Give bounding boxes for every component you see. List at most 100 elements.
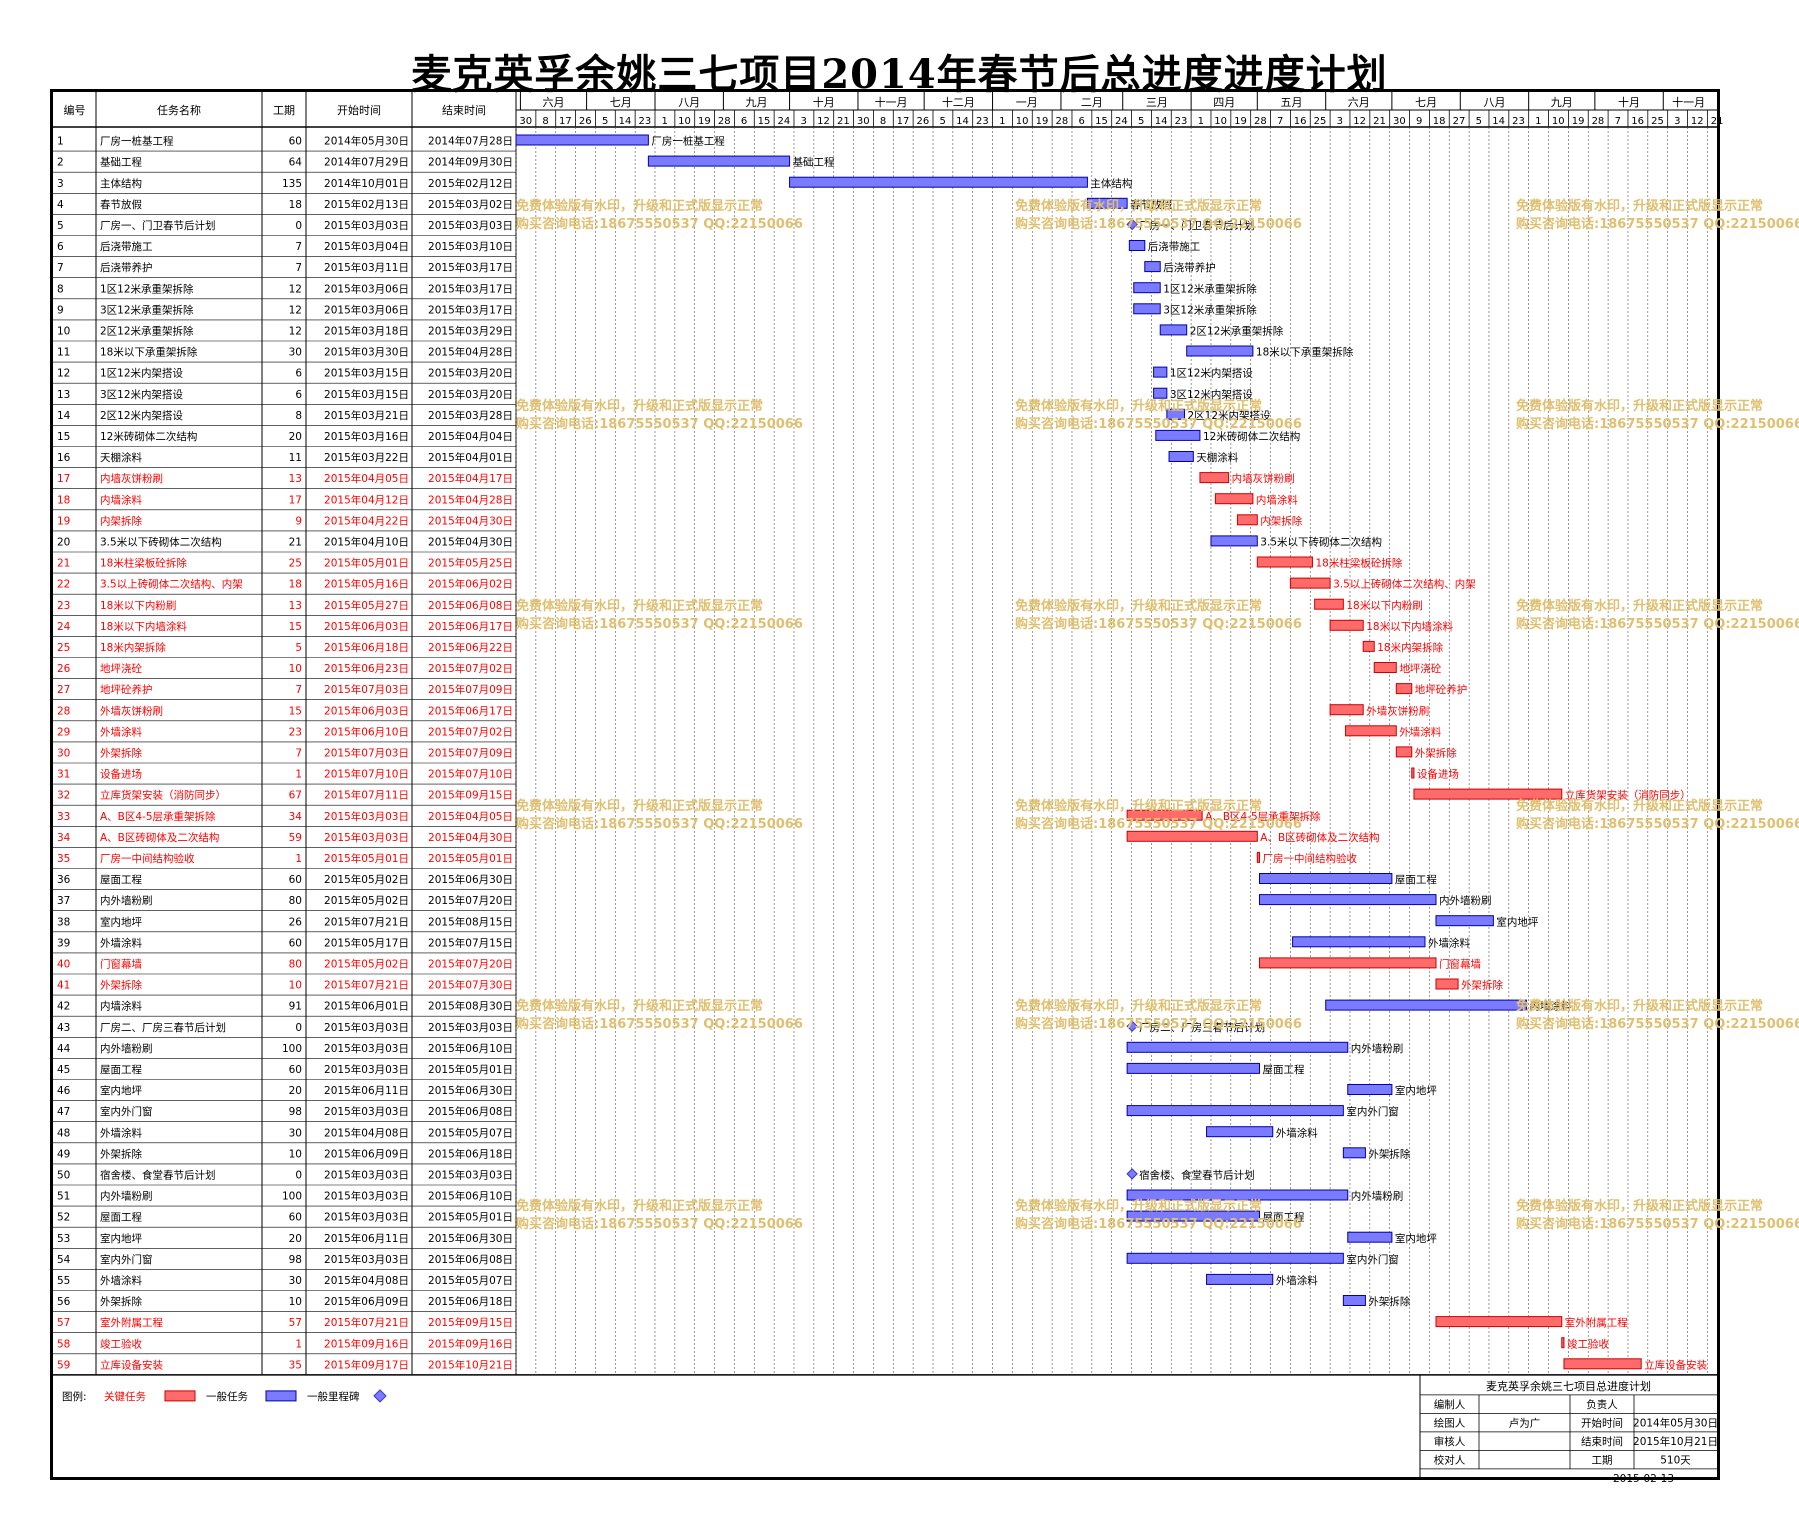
task-id: 4 <box>57 199 64 211</box>
task-duration: 60 <box>289 937 302 949</box>
month-label: 一月 <box>1016 96 1038 109</box>
day-label: 5 <box>939 116 945 127</box>
day-label: 25 <box>1314 116 1327 127</box>
task-duration: 18 <box>289 199 302 211</box>
bar-label: 外架拆除 <box>1368 1147 1410 1160</box>
task-bar <box>1329 619 1364 631</box>
task-name: 内外墙粉刷 <box>100 1042 153 1055</box>
month-label: 十月 <box>1618 95 1640 109</box>
task-duration: 98 <box>289 1254 302 1266</box>
task-id: 47 <box>57 1106 70 1118</box>
day-label: 14 <box>1492 116 1505 127</box>
task-end: 2015年05月01日 <box>428 1211 513 1224</box>
day-label: 10 <box>1016 116 1029 127</box>
bar-label: 室内外门窗 <box>1346 1253 1399 1266</box>
task-end: 2015年05月25日 <box>428 557 513 570</box>
bar-label: 外架拆除 <box>1415 746 1457 759</box>
task-start: 2015年06月10日 <box>324 725 409 738</box>
task-start: 2015年06月11日 <box>324 1232 409 1245</box>
task-start: 2015年03月03日 <box>324 1063 409 1076</box>
task-duration: 80 <box>289 958 302 970</box>
task-end: 2015年03月20日 <box>428 388 513 401</box>
task-start: 2015年03月03日 <box>324 831 409 844</box>
info-cell: 校对人 <box>1434 1453 1466 1466</box>
task-end: 2015年04月01日 <box>428 451 513 464</box>
info-cell: 编制人 <box>1434 1398 1466 1411</box>
task-start: 2015年05月02日 <box>324 957 409 970</box>
task-start: 2015年04月10日 <box>324 535 409 548</box>
task-bar <box>1133 282 1161 294</box>
month-label: 三月 <box>1146 96 1168 109</box>
bar-label: 宿舍楼、食堂春节后计划 <box>1139 1168 1255 1181</box>
day-label: 26 <box>916 116 929 127</box>
bar-label: 基础工程 <box>793 156 835 169</box>
watermark-line: 购买咨询电话:18675550537 QQ:22150066 <box>516 816 803 832</box>
bar-label: 外架拆除 <box>1368 1295 1410 1308</box>
task-end: 2015年03月02日 <box>428 198 513 211</box>
task-duration: 60 <box>289 136 302 148</box>
day-label: 30 <box>1393 116 1406 127</box>
bar-label: 厂房一桩基工程 <box>651 135 725 148</box>
task-name: 2区12米承重架拆除 <box>100 324 194 337</box>
watermark-line: 免费体验版有水印，升级和正式版显示正常 <box>1015 198 1262 214</box>
column-header: 编号 <box>64 103 86 117</box>
task-id: 51 <box>57 1191 70 1203</box>
task-start: 2015年03月18日 <box>324 324 409 337</box>
day-label: 10 <box>1214 116 1227 127</box>
task-duration: 11 <box>289 452 302 464</box>
task-id: 6 <box>57 241 64 253</box>
bar-label: 主体结构 <box>1090 177 1132 190</box>
task-id: 46 <box>57 1085 71 1097</box>
task-id: 21 <box>57 558 70 570</box>
task-start: 2015年07月21日 <box>324 915 409 928</box>
task-duration: 1 <box>295 769 302 781</box>
task-duration: 30 <box>289 1127 302 1139</box>
watermark-line: 免费体验版有水印，升级和正式版显示正常 <box>516 798 763 814</box>
task-end: 2015年03月28日 <box>428 409 513 422</box>
task-name: 地坪砼养护 <box>100 683 153 696</box>
task-name: 外墙灰饼粉刷 <box>100 704 163 717</box>
task-duration: 12 <box>289 283 302 295</box>
task-name: 屋面工程 <box>100 1212 142 1224</box>
watermark-line: 购买咨询电话:18675550537 QQ:22150066 <box>1516 816 1799 832</box>
task-end: 2015年06月18日 <box>428 1147 513 1160</box>
task-start: 2015年03月06日 <box>324 282 409 295</box>
task-bar <box>1259 957 1437 969</box>
bar-label: 外墙涂料 <box>1276 1126 1318 1139</box>
day-label: 7 <box>1615 116 1621 127</box>
task-bar <box>1259 873 1393 884</box>
bar-label: 18米内架拆除 <box>1377 641 1443 654</box>
task-duration: 10 <box>289 980 302 992</box>
legend-critical-label: 关键任务 <box>104 1390 146 1403</box>
task-start: 2015年03月03日 <box>324 1253 409 1266</box>
task-id: 35 <box>57 853 70 865</box>
task-start: 2015年06月03日 <box>324 704 409 717</box>
task-name: 18米以下承重架拆除 <box>100 346 198 359</box>
legend-normal-swatch <box>265 1390 297 1402</box>
bar-label: 内墙灰饼粉刷 <box>1232 472 1295 485</box>
task-duration: 30 <box>289 1275 302 1287</box>
day-label: 28 <box>1055 116 1068 127</box>
day-label: 16 <box>1294 116 1307 127</box>
day-label: 26 <box>579 116 592 127</box>
task-duration: 15 <box>289 621 302 633</box>
task-bar <box>1206 1126 1274 1138</box>
task-id: 8 <box>57 283 64 295</box>
task-duration: 23 <box>289 726 302 738</box>
task-id: 50 <box>57 1169 70 1181</box>
watermark-line: 免费体验版有水印，升级和正式版显示正常 <box>516 198 763 214</box>
info-cell: 审核人 <box>1434 1435 1466 1448</box>
task-name: 天棚涂料 <box>100 451 142 464</box>
task-bar <box>515 134 649 146</box>
task-end: 2015年07月10日 <box>428 768 513 781</box>
task-name: 18米内架拆除 <box>100 641 166 654</box>
task-name: 室内外门窗 <box>100 1105 153 1118</box>
watermark-line: 购买咨询电话:18675550537 QQ:22150066 <box>516 1216 803 1232</box>
watermark-line: 购买咨询电话:18675550537 QQ:22150066 <box>1516 416 1799 432</box>
task-name: 室内地坪 <box>100 1232 142 1245</box>
bar-label: 室内外门窗 <box>1346 1105 1399 1118</box>
info-cell: 2014年05月30日 <box>1633 1416 1718 1429</box>
task-start: 2015年06月09日 <box>324 1147 409 1160</box>
bar-label: 外墙灰饼粉刷 <box>1366 704 1429 717</box>
bar-label: 立库设备安装 <box>1644 1358 1707 1371</box>
